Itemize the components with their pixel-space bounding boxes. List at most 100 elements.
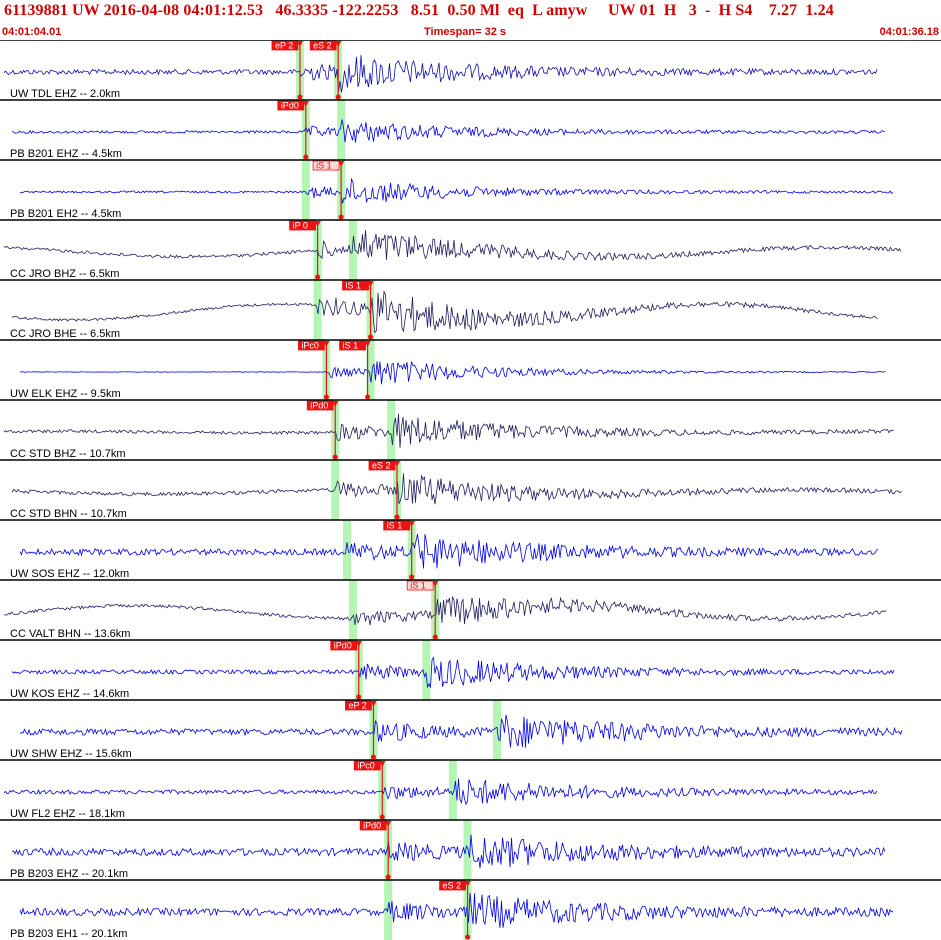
pick-marker-dot [409, 574, 415, 580]
phase-pick-tag [383, 520, 411, 531]
phase-pick-label: iS 1 [387, 521, 403, 531]
pick-marker-triangle [355, 641, 362, 647]
seismogram-trace [11, 473, 902, 505]
phase-pick-tag [368, 460, 396, 471]
phase-pick-label: eP 2 [348, 701, 366, 711]
phase-pick-label: iPc0 [301, 341, 319, 351]
phase-pick-label: eS 2 [372, 461, 391, 471]
p-arrival-window [295, 40, 393, 940]
seismogram-trace [19, 534, 879, 569]
pick-marker-dot [385, 874, 391, 880]
pick-marker-dot [303, 154, 309, 160]
s-arrival-window [334, 40, 501, 940]
channel-label: UW FL2 EHZ -- 18.1km [10, 808, 125, 820]
channel-label: CC JRO BHE -- 6.5km [10, 328, 120, 340]
phase-pick-tag [406, 580, 434, 591]
seismogram-trace [19, 714, 903, 748]
phase-pick-tag [289, 220, 316, 231]
phase-pick-label: iS 1 [343, 341, 359, 351]
seismogram-trace [11, 834, 886, 869]
channel-label: UW SHW EHZ -- 15.6km [10, 748, 132, 760]
seismogram-trace [3, 778, 878, 806]
event-summary-title: 61139881 UW 2016-04-08 04:01:12.53 46.33… [4, 2, 834, 19]
phase-pick-label: eS 2 [443, 881, 462, 891]
pick-marker-dot [368, 334, 374, 340]
phase-pick-tag [359, 820, 387, 831]
channel-label: CC VALT BHN -- 13.6km [10, 628, 130, 640]
channel-label: UW ELK EHZ -- 9.5km [10, 388, 121, 400]
end-time: 04:01:36.18 [879, 26, 939, 38]
phase-pick-tag [345, 700, 372, 711]
pick-marker-triangle [385, 821, 392, 827]
phase-pick-tag [271, 40, 299, 51]
pick-marker-triangle [379, 761, 386, 767]
pick-marker-triangle [393, 461, 400, 467]
pick-marker-triangle [364, 341, 371, 347]
channel-label: PB B203 EH1 -- 20.1km [10, 928, 127, 940]
seismogram-trace [19, 361, 886, 385]
pick-marker-dot [338, 214, 344, 220]
phase-pick-tag [330, 640, 358, 651]
seismogram-trace [3, 230, 902, 262]
timespan-readout: Timespan= 32 s [424, 26, 506, 38]
pick-marker-dot [335, 94, 341, 100]
phase-pick-tag [353, 760, 381, 771]
pick-marker-triangle [367, 281, 374, 287]
phase-pick-tag [306, 400, 334, 411]
seismogram-trace [11, 656, 895, 689]
phase-pick-label: iPd0 [334, 641, 352, 651]
seismogram-trace [3, 595, 887, 626]
phase-pick-tag [439, 880, 466, 891]
pick-marker-triangle [335, 41, 342, 47]
pick-marker-triangle [408, 521, 415, 527]
seismogram-trace [19, 177, 894, 204]
channel-label: CC STD BHZ -- 10.7km [10, 448, 126, 460]
seismogram-trace [11, 119, 886, 143]
channel-label: UW SOS EHZ -- 12.0km [10, 568, 129, 580]
seismogram-panel[interactable]: eP 2 eS 2 UW TDL EHZ -- 2.0km iPd0 PB B201 E… [0, 40, 941, 940]
channel-label: CC STD BHN -- 10.7km [10, 508, 127, 520]
pick-marker-triangle [314, 221, 321, 227]
phase-pick-label: iPd0 [281, 101, 299, 111]
pick-marker-triangle [464, 881, 471, 887]
channel-label: PB B203 EHZ -- 20.1km [10, 868, 128, 880]
phase-pick-label: eS 2 [313, 41, 332, 51]
phase-pick-label: iS 1 [346, 281, 362, 291]
phase-pick-tag [309, 40, 337, 51]
channel-label: CC JRO BHZ -- 6.5km [10, 268, 119, 280]
phase-pick-tag [342, 280, 369, 291]
phase-pick-tag [339, 340, 366, 351]
pick-marker-dot [315, 274, 321, 280]
timespan-label: Timespan= [424, 26, 482, 38]
start-time: 04:01:04.01 [2, 26, 62, 38]
channel-label: UW TDL EHZ -- 2.0km [10, 88, 120, 100]
pick-marker-dot [370, 754, 376, 760]
timespan-value: 32 s [484, 26, 507, 38]
pick-marker-triangle [332, 401, 339, 407]
pick-marker-dot [356, 694, 362, 700]
channel-label: UW KOS EHZ -- 14.6km [10, 688, 129, 700]
phase-pick-tag [277, 100, 305, 111]
record-header: 61139881 UW 2016-04-08 04:01:12.53 46.33… [0, 0, 941, 40]
pick-marker-triangle [370, 701, 377, 707]
channel-label: PB B201 EHZ -- 4.5km [10, 148, 122, 160]
phase-pick-label: iPd0 [363, 821, 381, 831]
phase-pick-label: iPc0 [357, 761, 375, 771]
seismogram-trace [3, 55, 878, 93]
pick-marker-triangle [323, 341, 330, 347]
pick-marker-dot [365, 394, 371, 400]
pick-marker-dot [394, 514, 400, 520]
channel-label: PB B201 EH2 -- 4.5km [10, 208, 121, 220]
pick-marker-dot [297, 94, 303, 100]
pick-marker-dot [379, 814, 385, 820]
pick-marker-triangle [432, 581, 439, 587]
seismogram-trace [11, 290, 878, 334]
pick-marker-dot [323, 394, 329, 400]
pick-marker-dot [432, 634, 438, 640]
phase-pick-label: iP 0 [293, 221, 308, 231]
pick-marker-triangle [302, 101, 309, 107]
seismogram-trace [3, 413, 894, 448]
pick-marker-triangle [296, 41, 303, 47]
phase-pick-tag [298, 340, 325, 351]
phase-pick-label: iS 1 [410, 581, 426, 591]
